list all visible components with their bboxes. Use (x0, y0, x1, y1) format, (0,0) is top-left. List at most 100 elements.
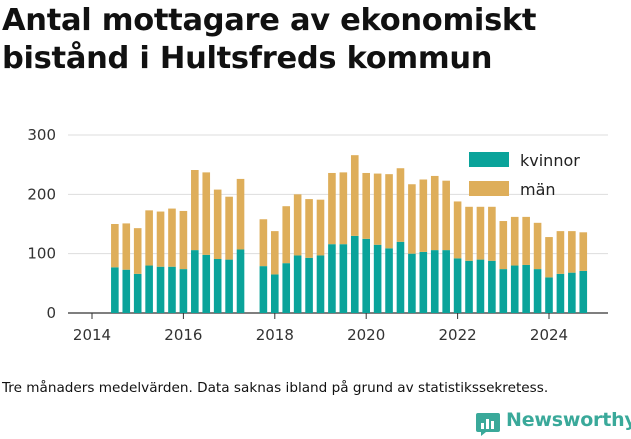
bar-kvinnor (408, 253, 416, 313)
bar-man (236, 178, 245, 250)
newsworthy-logo-icon (476, 413, 500, 436)
bar-man (476, 206, 485, 260)
bar-kvinnor (271, 274, 279, 313)
bar-kvinnor (453, 258, 462, 313)
bar-kvinnor (579, 270, 588, 313)
bar-kvinnor (282, 263, 291, 313)
bar-man (305, 199, 313, 258)
bar-man (213, 189, 222, 260)
bar-man (568, 231, 576, 273)
bar-man (145, 210, 153, 266)
bar-kvinnor (225, 259, 233, 313)
bar-man (442, 180, 450, 251)
x-tick-label: 2024 (530, 326, 568, 344)
legend-label-man: män (520, 180, 556, 199)
y-tick-label: 0 (46, 304, 56, 322)
bar-man (293, 194, 302, 256)
y-tick-label: 200 (27, 185, 56, 203)
bar-kvinnor (522, 264, 530, 313)
bar-kvinnor (385, 248, 393, 313)
bar-kvinnor (293, 255, 302, 313)
bar-kvinnor (236, 249, 245, 313)
bar-man (225, 196, 233, 260)
caption: Tre månaders medelvärden. Data saknas ib… (2, 380, 549, 396)
bar-man (122, 223, 131, 270)
bar-man (350, 155, 359, 236)
bar-kvinnor (191, 250, 199, 313)
legend-label-kvinnor: kvinnor (520, 151, 580, 170)
bar-man (259, 219, 268, 267)
x-tick-label: 2016 (164, 326, 202, 344)
bar-man (179, 210, 188, 270)
y-tick-label: 300 (27, 126, 56, 144)
y-axis: 0 100 200 300 (27, 126, 56, 322)
bar-kvinnor (362, 238, 370, 313)
chart-title: Antal mottagare av ekonomiskt bistånd i … (2, 3, 537, 76)
bar-kvinnor (533, 269, 542, 313)
x-tick-label: 2022 (439, 326, 477, 344)
bar-man (202, 172, 211, 255)
bar-man (271, 231, 279, 275)
bar-man (579, 232, 588, 271)
bar-kvinnor (316, 255, 325, 313)
bar-kvinnor (305, 257, 313, 313)
bar-man (522, 216, 530, 265)
bar-kvinnor (122, 269, 131, 313)
bar-man (373, 173, 382, 245)
legend-swatch-kvinnor (469, 152, 509, 167)
bar-kvinnor (556, 273, 565, 313)
bar-man (430, 175, 439, 251)
bar-man (316, 199, 325, 256)
bar-kvinnor (430, 250, 439, 313)
logo-text: Newsworthy (506, 409, 631, 431)
bar-man (111, 224, 119, 268)
bar-man (419, 179, 428, 252)
bar-man (510, 216, 519, 266)
bar-man (465, 206, 473, 261)
bar-man (385, 174, 393, 249)
bar-kvinnor (259, 266, 268, 313)
bar-kvinnor (419, 251, 428, 313)
bar-kvinnor (373, 244, 382, 313)
bar-kvinnor (145, 265, 153, 313)
x-tick-label: 2018 (256, 326, 294, 344)
bar-man (499, 221, 508, 270)
bar-kvinnor (499, 269, 508, 313)
legend-swatch-man (469, 181, 509, 196)
bar-kvinnor (350, 235, 359, 313)
x-axis: 2014 2016 2018 2020 2022 2024 (73, 313, 568, 344)
legend: kvinnor män (469, 151, 580, 199)
bar-kvinnor (213, 259, 222, 313)
bar-man (282, 206, 291, 264)
bar-kvinnor (156, 266, 165, 313)
bar-kvinnor (111, 267, 119, 313)
bar-man (168, 208, 176, 267)
bar-kvinnor (442, 250, 450, 313)
bar-kvinnor (568, 272, 576, 313)
bar-kvinnor (328, 244, 336, 313)
x-tick-label: 2014 (73, 326, 111, 344)
bar-man (556, 231, 565, 274)
bar-man (133, 228, 142, 274)
bar-kvinnor (133, 273, 142, 313)
bar-kvinnor (510, 265, 519, 313)
stacked-bar-chart: 0 100 200 300 2014 2016 2018 2020 2022 2024 kvin… (27, 126, 608, 344)
x-tick-label: 2020 (347, 326, 385, 344)
bar-man (328, 172, 336, 245)
bar-kvinnor (179, 269, 188, 313)
bar-kvinnor (476, 259, 485, 313)
bar-kvinnor (202, 254, 211, 313)
bar-man (408, 184, 416, 254)
bar-kvinnor (168, 266, 176, 313)
y-tick-label: 100 (27, 245, 56, 263)
bar-man (545, 237, 553, 278)
bar-man (488, 206, 496, 261)
bar-man (156, 211, 165, 267)
bar-man (339, 172, 348, 245)
bar-kvinnor (396, 241, 405, 313)
bar-kvinnor (339, 244, 348, 313)
bars (111, 155, 588, 313)
bar-man (362, 172, 370, 239)
bar-man (396, 168, 405, 242)
bar-kvinnor (545, 277, 553, 313)
